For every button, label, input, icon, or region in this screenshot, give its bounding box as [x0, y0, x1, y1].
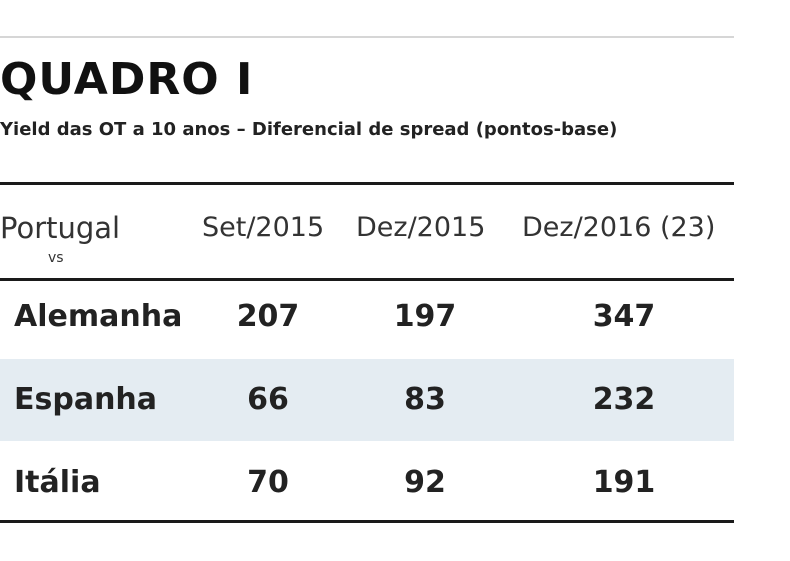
cell-italia-dez-2016: 191 [592, 465, 656, 500]
cell-espanha-dez-2016: 232 [592, 382, 656, 417]
row-label-italia: Itália [14, 465, 101, 500]
row-label-espanha: Espanha [14, 382, 158, 417]
cell-alemanha-dez-2015: 197 [393, 299, 457, 334]
cell-espanha-dez-2015: 83 [404, 382, 446, 417]
cell-alemanha-set-2015: 207 [236, 299, 300, 334]
cell-espanha-set-2015: 66 [247, 382, 289, 417]
cell-italia-dez-2015: 92 [404, 465, 446, 500]
cell-italia-set-2015: 70 [247, 465, 289, 500]
cell-alemanha-dez-2016: 347 [592, 299, 656, 334]
header-col-dez-2015: Dez/2015 [356, 212, 486, 243]
row-label-alemanha: Alemanha [14, 299, 183, 334]
header-vs: vs [48, 250, 64, 266]
header-bottom-rule [0, 278, 734, 281]
table-row-striped [0, 359, 734, 441]
table-bottom-rule [0, 520, 734, 523]
chart-title: QUADRO I [0, 54, 254, 105]
header-country: Portugal [0, 211, 121, 245]
table-row [0, 441, 734, 523]
header-col-set-2015: Set/2015 [202, 212, 325, 243]
header-col-dez-2016: Dez/2016 (23) [522, 212, 716, 243]
header-top-rule [0, 182, 734, 185]
table-row [0, 281, 734, 363]
top-divider [0, 36, 734, 38]
chart-subtitle: Yield das OT a 10 anos – Diferencial de … [0, 119, 618, 140]
